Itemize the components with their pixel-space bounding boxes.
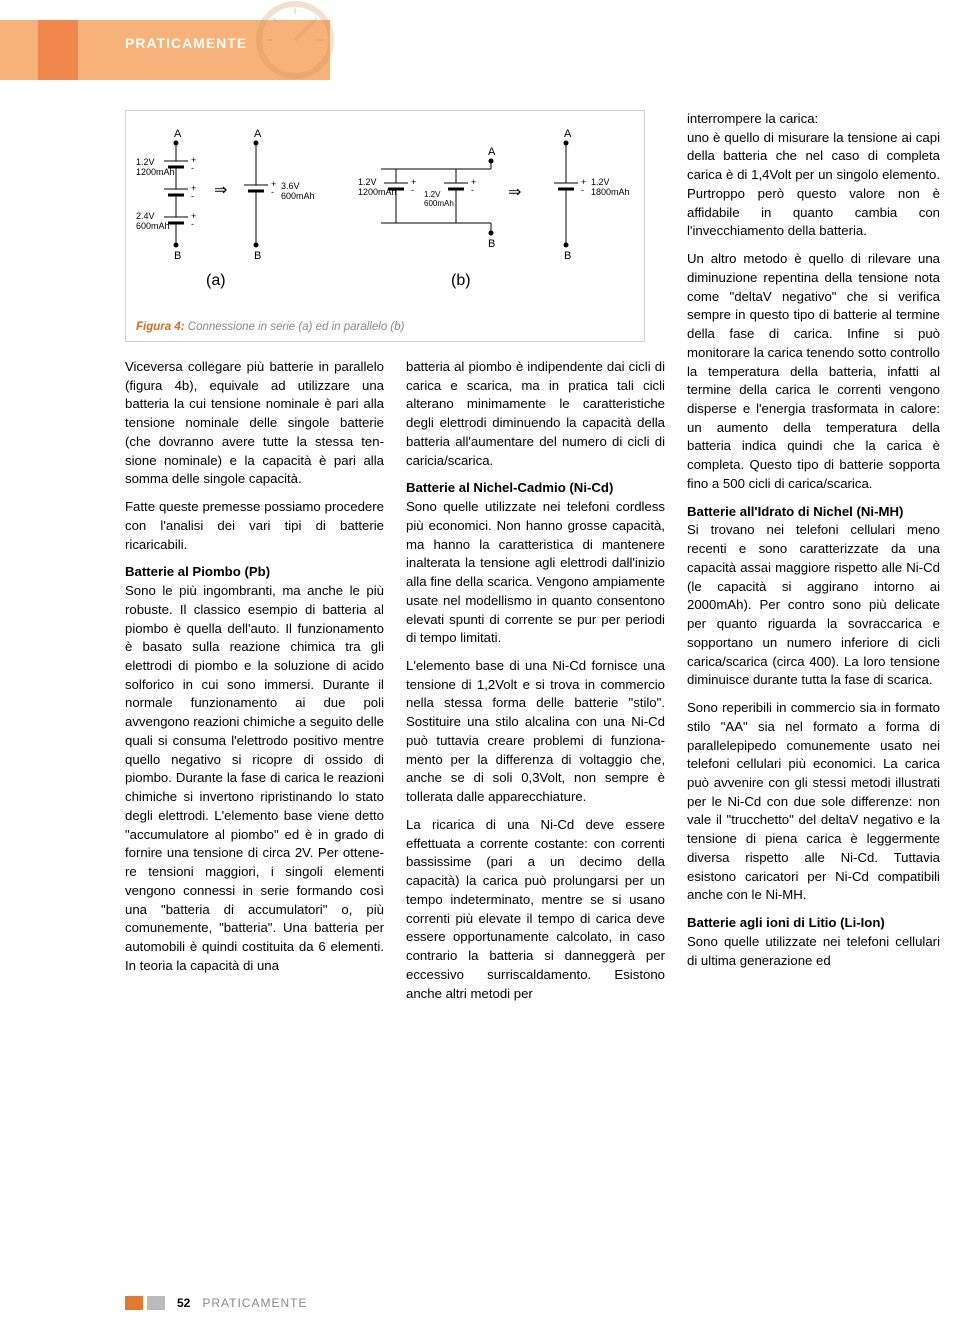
- svg-text:-: -: [471, 185, 474, 195]
- para: uno è quello di misurare la tensione ai …: [687, 129, 940, 241]
- para: Sono reperibili in commercio sia in form…: [687, 699, 940, 905]
- para: Un altro metodo è quello di rilevare una…: [687, 250, 940, 494]
- svg-text:2.4V: 2.4V: [136, 211, 155, 221]
- svg-text:1.2V: 1.2V: [424, 190, 441, 199]
- footer-logo-icon: [125, 1296, 165, 1310]
- svg-text:A: A: [488, 146, 496, 158]
- heading-nicd: Batterie al Nichel-Cadmio (Ni-Cd): [406, 480, 613, 495]
- svg-text:1.2V: 1.2V: [358, 177, 377, 187]
- svg-text:B: B: [174, 250, 181, 262]
- dial-icon: [255, 0, 335, 80]
- header-accent-block: [38, 20, 78, 80]
- heading-pb: Batterie al Piombo (Pb): [125, 564, 270, 579]
- svg-text:600mAh: 600mAh: [136, 221, 170, 231]
- svg-text:B: B: [254, 250, 261, 262]
- para: interrompere la carica:: [687, 110, 940, 129]
- para: batteria al piombo è indipendente dai ci…: [406, 358, 665, 470]
- svg-text:⇒: ⇒: [214, 182, 227, 199]
- heading-nimh: Batterie all'Idrato di Nichel (Ni-MH): [687, 504, 903, 519]
- sign-minus: -: [191, 163, 194, 173]
- svg-text:1200mAh: 1200mAh: [358, 187, 397, 197]
- para-text: Sono quelle utilizzate nei telefoni cell…: [687, 934, 940, 968]
- section-label: PRATICAMENTE: [125, 35, 247, 51]
- heading-liion: Batterie agli ioni di Litio (Li-Ion): [687, 915, 885, 930]
- figure-caption-text: Connessione in serie (a) ed in parallelo…: [188, 321, 405, 333]
- para: La ricarica di una Ni-Cd deve essere eff…: [406, 816, 665, 1003]
- figure-4-svg: A + - + -: [136, 125, 636, 315]
- column-2: batteria al piombo è indipendente dai ci…: [406, 358, 665, 1012]
- svg-text:1200mAh: 1200mAh: [136, 167, 175, 177]
- svg-text:(a): (a): [206, 272, 226, 289]
- figure-4: A + - + -: [125, 110, 645, 342]
- para-text: Sono le più ingombranti, ma anche le più…: [125, 583, 384, 973]
- svg-text:A: A: [254, 128, 262, 140]
- svg-text:-: -: [191, 191, 194, 201]
- figure-number: Figura 4:: [136, 321, 185, 333]
- para-text: Si trovano nei telefoni cellulari meno r…: [687, 522, 940, 687]
- svg-text:1.2V: 1.2V: [136, 157, 155, 167]
- term-a-left: A: [174, 128, 182, 140]
- svg-text:A: A: [564, 128, 572, 140]
- svg-text:-: -: [581, 185, 584, 195]
- svg-text:(b): (b): [451, 272, 471, 289]
- svg-text:1.2V: 1.2V: [591, 177, 610, 187]
- page-content: A + - + -: [125, 110, 940, 1012]
- para-text: Sono quelle utilizzate nei telefoni cord…: [406, 499, 665, 645]
- page-number: 52: [177, 1296, 190, 1310]
- svg-text:-: -: [191, 219, 194, 229]
- para: Viceversa collegare più batterie in para…: [125, 358, 384, 489]
- column-3: interrompere la carica: uno è quello di …: [687, 110, 940, 1012]
- footer-label: PRATICAMENTE: [202, 1296, 307, 1310]
- svg-text:1800mAh: 1800mAh: [591, 187, 630, 197]
- para: Batterie al Piombo (Pb) Sono le più ingo…: [125, 563, 384, 975]
- svg-text:3.6V: 3.6V: [281, 181, 300, 191]
- figure-caption: Figura 4: Connessione in serie (a) ed in…: [136, 321, 634, 333]
- svg-text:⇒: ⇒: [508, 184, 521, 201]
- para: Batterie al Nichel-Cadmio (Ni-Cd) Sono q…: [406, 479, 665, 648]
- column-1: Viceversa collegare più batterie in para…: [125, 358, 384, 1012]
- svg-text:B: B: [564, 250, 571, 262]
- svg-text:B: B: [488, 238, 495, 250]
- para: Batterie all'Idrato di Nichel (Ni-MH) Si…: [687, 503, 940, 690]
- para: L'elemento base di una Ni-Cd forni­sce u…: [406, 657, 665, 807]
- svg-text:-: -: [411, 185, 414, 195]
- columns-1-2: Viceversa collegare più batterie in para…: [125, 358, 665, 1012]
- para: Batterie agli ioni di Litio (Li-Ion) Son…: [687, 914, 940, 970]
- svg-text:600mAh: 600mAh: [281, 191, 315, 201]
- page-footer: 52 PRATICAMENTE: [125, 1296, 307, 1310]
- svg-text:600mAh: 600mAh: [424, 199, 454, 208]
- para: Fatte queste premesse possiamo procedere…: [125, 498, 384, 554]
- svg-text:-: -: [271, 187, 274, 197]
- left-column-group: A + - + -: [125, 110, 665, 1012]
